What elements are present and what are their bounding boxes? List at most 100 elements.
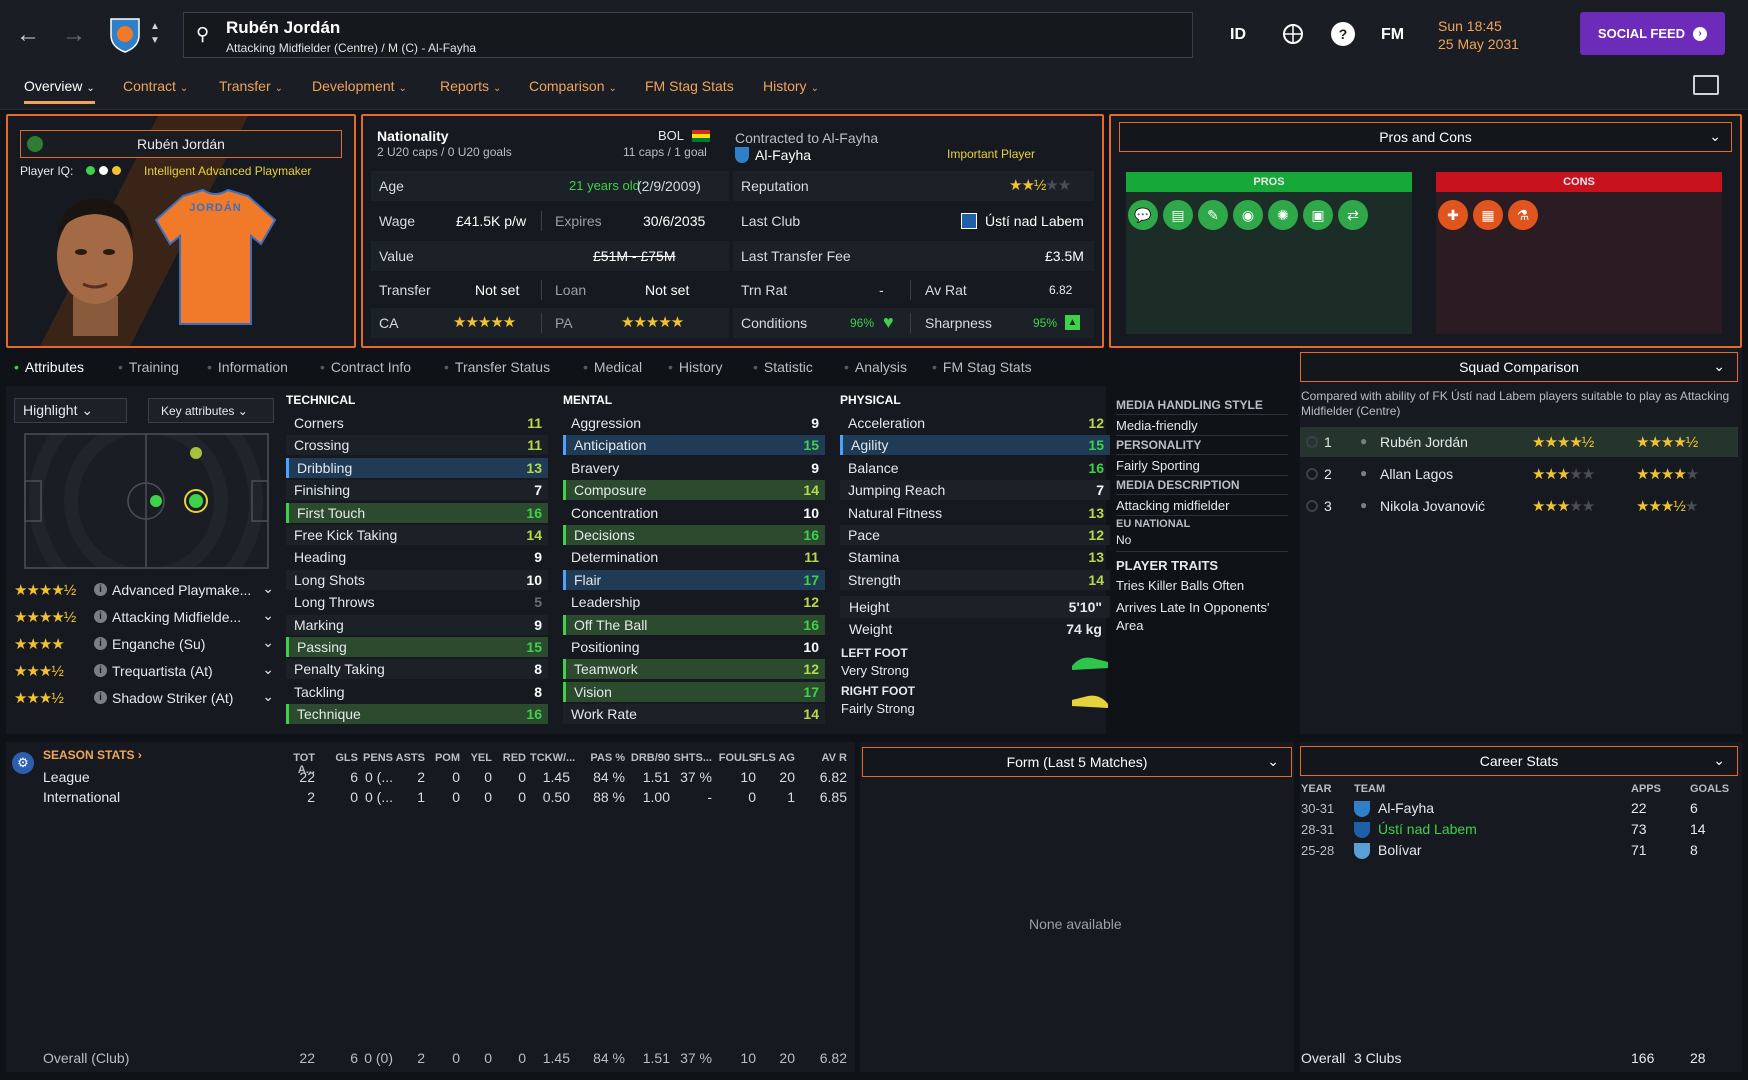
season-header[interactable]: PAS %	[590, 752, 625, 764]
attribute-leadership[interactable]: Leadership 12	[563, 592, 825, 612]
radio-icon[interactable]	[1306, 436, 1318, 448]
attribute-finishing[interactable]: Finishing 7	[286, 480, 548, 501]
attribute-corners[interactable]: Corners 11	[286, 413, 548, 433]
comparison-row[interactable]: 2 ● Allan Lagos ★★★★★ ★★★★★	[1300, 459, 1738, 489]
nationality-code[interactable]: BOL	[658, 128, 685, 143]
forward-arrow-icon[interactable]: →	[62, 21, 86, 48]
career-row[interactable]: 25-28 Bolívar 71 8	[1300, 841, 1738, 861]
chevron-down-icon[interactable]: ⌄	[262, 607, 274, 623]
career-apps-header[interactable]: APPS	[1631, 783, 1661, 795]
club-link[interactable]: Al-Fayha	[735, 147, 811, 163]
attribute-bravery[interactable]: Bravery 9	[563, 458, 825, 478]
speech-icon[interactable]: 💬	[1128, 200, 1158, 230]
info-icon[interactable]: i	[94, 610, 107, 623]
attribute-flair[interactable]: Flair 17	[563, 569, 825, 590]
season-header[interactable]: YEL	[470, 752, 492, 764]
radio-icon[interactable]	[1306, 468, 1318, 480]
radio-icon[interactable]	[1306, 500, 1318, 512]
attribute-determination[interactable]: Determination 11	[563, 547, 825, 567]
chevron-down-icon[interactable]: ⌄	[262, 580, 274, 596]
attribute-vision[interactable]: Vision 17	[563, 681, 825, 702]
transfer-value[interactable]: Not set	[475, 282, 520, 298]
season-header[interactable]: FLS AG	[755, 752, 795, 764]
attribute-balance[interactable]: Balance 16	[840, 458, 1110, 478]
globe-icon[interactable]	[1281, 22, 1305, 46]
subtab-information[interactable]: Information	[207, 359, 288, 375]
subtab-statistic[interactable]: Statistic	[753, 359, 813, 375]
player-switch-chevrons-icon[interactable]: ▲ ▼	[150, 21, 160, 46]
chevron-down-icon[interactable]: ⌄	[262, 634, 274, 650]
comparison-row[interactable]: 1 ● Rubén Jordán ★★★★½ ★★★★½	[1300, 427, 1738, 457]
career-row[interactable]: 28-31 Ústí nad Labem 73 14	[1300, 820, 1738, 840]
game-date[interactable]: Sun 18:45 25 May 2031	[1438, 17, 1519, 53]
season-row-label[interactable]: International	[43, 789, 121, 805]
help-icon[interactable]: ?	[1331, 22, 1355, 46]
pros-cons-dropdown[interactable]: Pros and Cons ⌄	[1119, 122, 1732, 152]
info-icon[interactable]: i	[94, 664, 107, 677]
season-header[interactable]: DRB/90	[630, 752, 670, 764]
clipboard-icon[interactable]: ▣	[1303, 200, 1333, 230]
pencil-icon[interactable]: ✎	[1198, 200, 1228, 230]
season-header[interactable]: GLS	[335, 752, 358, 764]
loan-value[interactable]: Not set	[645, 282, 690, 298]
attribute-natural-fitness[interactable]: Natural Fitness 13	[840, 503, 1110, 523]
season-header[interactable]: TCKW/...	[530, 752, 576, 764]
attribute-positioning[interactable]: Positioning 10	[563, 637, 825, 657]
fm-button[interactable]: FM	[1381, 26, 1405, 43]
season-header[interactable]: FOULS	[718, 752, 756, 764]
career-team[interactable]: Bolívar	[1378, 842, 1422, 858]
eye-icon[interactable]: ◉	[1233, 200, 1263, 230]
value-value[interactable]: £51M - £75M	[593, 248, 676, 264]
career-team[interactable]: Al-Fayha	[1378, 800, 1435, 816]
attribute-crossing[interactable]: Crossing 11	[286, 435, 548, 456]
attribute-composure[interactable]: Composure 14	[563, 480, 825, 501]
attribute-long-shots[interactable]: Long Shots 10	[286, 569, 548, 590]
tab-transfer[interactable]: Transfer ⌄	[219, 78, 283, 94]
attribute-off-the-ball[interactable]: Off The Ball 16	[563, 614, 825, 635]
attribute-stamina[interactable]: Stamina 13	[840, 547, 1110, 567]
flask-icon[interactable]: ⚗	[1508, 200, 1538, 230]
tab-overview[interactable]: Overview ⌄	[24, 78, 95, 104]
key-attributes-dropdown[interactable]: Key attributes ⌄	[148, 398, 274, 423]
season-header[interactable]: RED	[502, 752, 526, 764]
social-feed-button[interactable]: SOCIAL FEED ›	[1580, 12, 1725, 55]
attribute-aggression[interactable]: Aggression 9	[563, 413, 825, 433]
attribute-long-throws[interactable]: Long Throws 5	[286, 592, 548, 612]
attribute-free-kick-taking[interactable]: Free Kick Taking 14	[286, 525, 548, 545]
subtab-training[interactable]: Training	[118, 359, 179, 375]
brain-icon[interactable]: ✺	[1268, 200, 1298, 230]
info-icon[interactable]: i	[94, 583, 107, 596]
attribute-strength[interactable]: Strength 14	[840, 569, 1110, 590]
attribute-anticipation[interactable]: Anticipation 15	[563, 435, 825, 456]
tab-development[interactable]: Development ⌄	[312, 78, 407, 94]
season-header[interactable]: TOT A...	[293, 752, 315, 776]
info-icon[interactable]: i	[94, 637, 107, 650]
tab-reports[interactable]: Reports ⌄	[440, 78, 501, 94]
attribute-work-rate[interactable]: Work Rate 14	[563, 704, 825, 725]
tab-comparison[interactable]: Comparison ⌄	[529, 78, 617, 94]
comparison-player-name[interactable]: Rubén Jordán	[1380, 434, 1468, 450]
player-trait[interactable]: Tries Killer Balls Often	[1116, 578, 1245, 593]
season-header[interactable]: SHTS...	[673, 752, 712, 764]
pa-stars[interactable]: ★★★★★	[621, 314, 684, 331]
attribute-penalty-taking[interactable]: Penalty Taking 8	[286, 659, 548, 680]
player-trait[interactable]: Arrives Late In Opponents' Area	[1116, 600, 1270, 633]
season-header[interactable]: ASTS	[395, 752, 425, 764]
comparison-player-name[interactable]: Allan Lagos	[1380, 466, 1454, 482]
season-header[interactable]: AV R	[821, 752, 847, 764]
career-dropdown[interactable]: Career Stats ⌄	[1300, 746, 1738, 776]
subtab-history[interactable]: History	[668, 359, 723, 375]
attribute-passing[interactable]: Passing 15	[286, 637, 548, 657]
attribute-tackling[interactable]: Tackling 8	[286, 682, 548, 702]
comparison-row[interactable]: 3 ● Nikola Jovanović ★★★★★ ★★★½★	[1300, 491, 1738, 521]
role-row[interactable]: ★★★★ i Enganche (Su) ⌄	[14, 634, 276, 656]
chevron-down-icon[interactable]: ⌄	[262, 688, 274, 704]
tab-history[interactable]: History ⌄	[763, 78, 819, 94]
tab-fm-stag-stats[interactable]: FM Stag Stats	[645, 78, 734, 94]
attribute-decisions[interactable]: Decisions 16	[563, 525, 825, 545]
attribute-dribbling[interactable]: Dribbling 13	[286, 457, 548, 478]
profile-name-box[interactable]: Rubén Jordán	[20, 130, 342, 158]
season-row-label[interactable]: League	[43, 769, 90, 785]
subtab-transfer-status[interactable]: Transfer Status	[444, 359, 550, 375]
career-team[interactable]: Ústí nad Labem	[1378, 821, 1477, 837]
